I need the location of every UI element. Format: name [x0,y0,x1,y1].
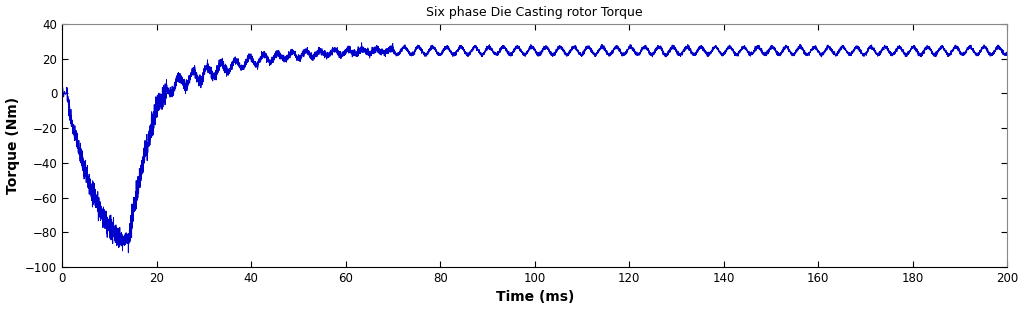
X-axis label: Time (ms): Time (ms) [496,290,573,304]
Y-axis label: Torque (Nm): Torque (Nm) [5,97,19,194]
Title: Six phase Die Casting rotor Torque: Six phase Die Casting rotor Torque [426,6,643,19]
